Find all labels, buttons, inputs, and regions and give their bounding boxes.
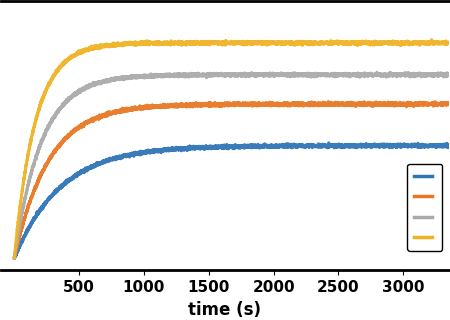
X-axis label: time (s): time (s): [189, 300, 261, 319]
Legend: , , , : , , ,: [407, 164, 442, 251]
